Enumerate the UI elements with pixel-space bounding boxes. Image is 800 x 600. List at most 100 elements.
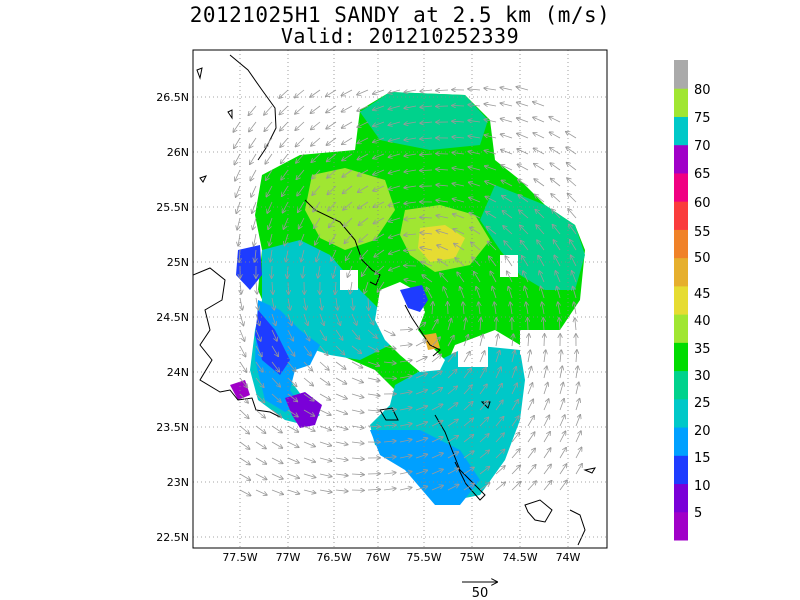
wind-vector <box>373 217 385 224</box>
wind-vector <box>352 297 353 310</box>
wind-vector <box>383 346 396 349</box>
wind-vector <box>471 242 481 251</box>
wind-vector <box>288 281 289 294</box>
wind-vector <box>255 489 267 495</box>
wind-vector <box>431 354 441 363</box>
wind-vector <box>303 329 310 341</box>
wind-vector <box>488 242 497 251</box>
wind-vector <box>431 485 443 491</box>
wind-vector <box>271 473 283 479</box>
wind-vector <box>452 121 465 122</box>
wind-vector <box>373 201 385 207</box>
wind-vector <box>335 474 348 476</box>
field-gap <box>520 330 565 355</box>
wind-vector <box>239 457 250 465</box>
wind-vector <box>463 418 473 427</box>
wind-vector <box>500 103 513 106</box>
wind-vector <box>470 228 481 235</box>
wind-vector <box>253 217 257 230</box>
wind-vector <box>319 409 331 415</box>
wind-vector <box>404 90 417 92</box>
wind-vector <box>335 425 348 429</box>
wind-vector <box>495 417 504 427</box>
colorbar-swatch <box>674 144 688 174</box>
wind-vector <box>373 153 385 159</box>
colorbar-swatch <box>674 370 688 400</box>
wind-vector <box>436 90 449 91</box>
colorbar-swatch <box>674 483 688 513</box>
wind-vector <box>271 345 278 356</box>
wind-vector <box>567 178 577 187</box>
wind-vector <box>485 166 497 171</box>
wind-vector <box>389 169 401 173</box>
wind-vector <box>501 150 513 155</box>
wind-vector <box>357 121 369 127</box>
wind-vector <box>479 334 483 347</box>
wind-vector <box>388 89 401 93</box>
wind-vector <box>342 137 353 144</box>
wind-vector <box>485 151 497 155</box>
wind-vector <box>559 431 566 443</box>
wind-vector <box>476 287 481 299</box>
wind-vector <box>528 318 529 331</box>
wind-vector <box>388 121 401 125</box>
wind-vector <box>233 121 241 132</box>
wind-vector <box>272 297 274 310</box>
wind-vector <box>335 377 347 384</box>
x-tick-label: 76W <box>366 551 391 564</box>
wind-vector <box>436 216 449 219</box>
wind-vector <box>512 334 513 347</box>
wind-vector <box>495 367 501 379</box>
colorbar-swatch <box>674 342 688 372</box>
x-tick-label: 77W <box>276 551 301 564</box>
wind-vector <box>255 361 263 372</box>
wind-vector <box>333 265 337 278</box>
wind-vector <box>570 240 577 251</box>
field-gap <box>458 345 488 367</box>
wind-vector <box>533 102 545 107</box>
wind-vector <box>280 137 289 147</box>
wind-vector <box>288 297 290 310</box>
wind-vector <box>239 329 245 341</box>
wind-vector <box>287 489 299 494</box>
wind-vector <box>264 121 273 131</box>
wind-vector <box>469 198 481 203</box>
wind-vector <box>373 121 385 126</box>
wind-vector <box>539 271 545 283</box>
wind-vector <box>375 265 385 274</box>
wind-vector <box>319 329 326 340</box>
wind-vector <box>447 468 459 475</box>
wind-vector <box>240 281 241 294</box>
wind-vector <box>543 415 549 427</box>
wind-vector <box>351 393 364 398</box>
wind-vector <box>399 392 412 394</box>
wind-vector <box>479 467 490 475</box>
wind-vector <box>447 353 456 363</box>
wind-vector <box>571 255 577 267</box>
wind-vector <box>468 136 481 138</box>
x-tick-label: 74W <box>556 551 581 564</box>
wind-vector <box>544 334 545 347</box>
wind-vector <box>297 185 305 196</box>
wind-vector <box>559 448 566 459</box>
wind-vector <box>234 137 241 148</box>
wind-vector <box>287 473 299 478</box>
wind-vector <box>569 224 577 235</box>
wind-vector <box>335 458 348 460</box>
wind-vector <box>528 350 530 363</box>
wind-vector <box>327 153 337 162</box>
wind-vector <box>463 385 472 395</box>
wind-vector <box>431 371 442 379</box>
wind-vector <box>527 465 536 475</box>
wind-vector <box>367 378 380 381</box>
wind-vector <box>554 255 561 267</box>
wind-vector <box>518 195 529 203</box>
wind-vector <box>312 169 321 179</box>
wind-vector <box>431 453 443 459</box>
wind-vector <box>479 368 486 379</box>
wind-vector <box>331 249 337 261</box>
wind-vector <box>436 185 449 186</box>
wind-vector <box>533 133 545 139</box>
wind-vector <box>457 272 465 283</box>
wind-vector <box>271 441 282 448</box>
